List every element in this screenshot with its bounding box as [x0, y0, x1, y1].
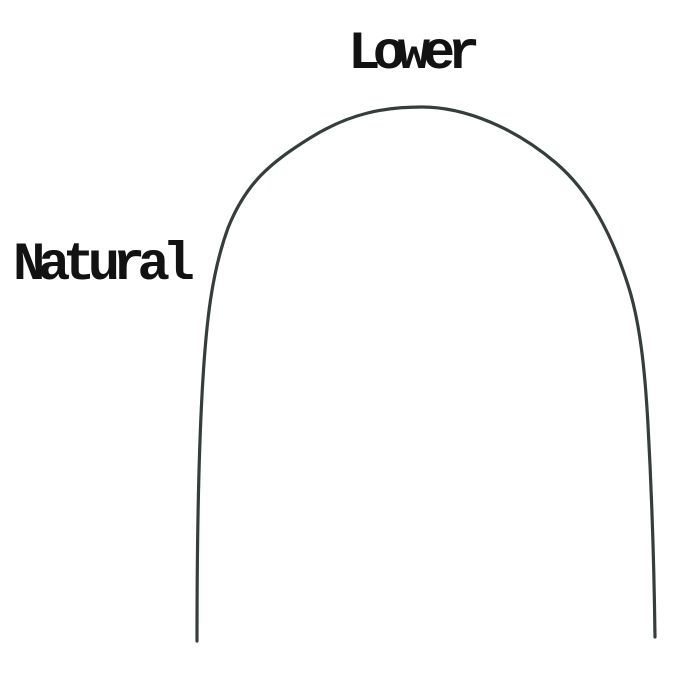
label-natural: Natural — [13, 235, 195, 296]
label-lower: Lower — [348, 24, 480, 85]
archwire-curve — [195, 105, 657, 643]
